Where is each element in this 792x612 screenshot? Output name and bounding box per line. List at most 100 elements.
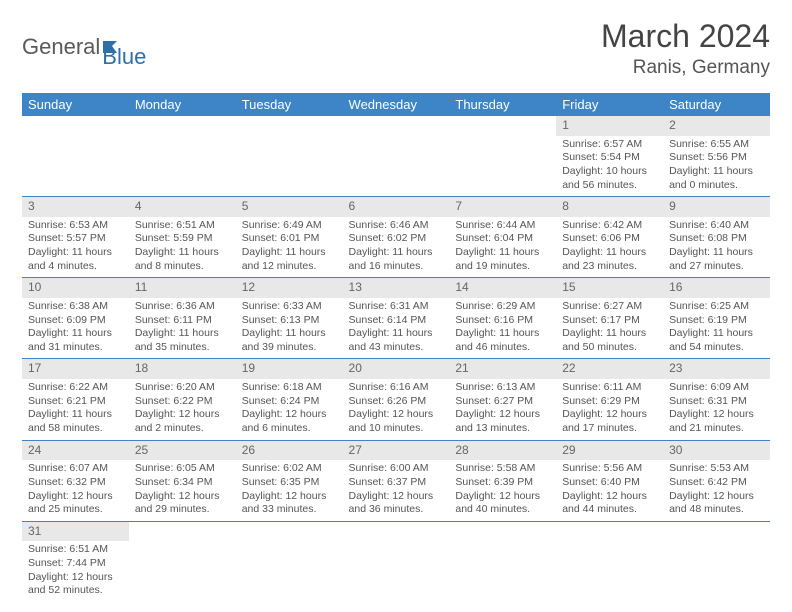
sunrise-text: Sunrise: 6:27 AM bbox=[562, 300, 657, 314]
logo-text-general: General bbox=[22, 34, 100, 60]
daylight-text: and 46 minutes. bbox=[455, 341, 550, 355]
sunrise-text: Sunrise: 5:56 AM bbox=[562, 462, 657, 476]
day-content: Sunrise: 6:20 AMSunset: 6:22 PMDaylight:… bbox=[129, 379, 236, 440]
daylight-text: and 27 minutes. bbox=[669, 260, 764, 274]
day-header-row: Sunday Monday Tuesday Wednesday Thursday… bbox=[22, 93, 770, 116]
calendar-cell: 3Sunrise: 6:53 AMSunset: 5:57 PMDaylight… bbox=[22, 197, 129, 278]
daylight-text: and 25 minutes. bbox=[28, 503, 123, 517]
sunrise-text: Sunrise: 6:02 AM bbox=[242, 462, 337, 476]
calendar-cell: 12Sunrise: 6:33 AMSunset: 6:13 PMDayligh… bbox=[236, 278, 343, 359]
day-content: Sunrise: 6:00 AMSunset: 6:37 PMDaylight:… bbox=[343, 460, 450, 521]
calendar-cell: 2Sunrise: 6:55 AMSunset: 5:56 PMDaylight… bbox=[663, 116, 770, 197]
daylight-text: and 16 minutes. bbox=[349, 260, 444, 274]
daylight-text: Daylight: 11 hours bbox=[669, 246, 764, 260]
day-number: 13 bbox=[343, 278, 450, 298]
day-number: 4 bbox=[129, 197, 236, 217]
sunset-text: Sunset: 6:37 PM bbox=[349, 476, 444, 490]
sunrise-text: Sunrise: 6:49 AM bbox=[242, 219, 337, 233]
day-content: Sunrise: 6:51 AMSunset: 5:59 PMDaylight:… bbox=[129, 217, 236, 278]
calendar-cell: 30Sunrise: 5:53 AMSunset: 6:42 PMDayligh… bbox=[663, 440, 770, 521]
sunrise-text: Sunrise: 6:55 AM bbox=[669, 138, 764, 152]
day-content: Sunrise: 6:51 AMSunset: 7:44 PMDaylight:… bbox=[22, 541, 129, 602]
sunrise-text: Sunrise: 6:13 AM bbox=[455, 381, 550, 395]
day-content: Sunrise: 6:36 AMSunset: 6:11 PMDaylight:… bbox=[129, 298, 236, 359]
sunset-text: Sunset: 5:56 PM bbox=[669, 151, 764, 165]
day-number: 12 bbox=[236, 278, 343, 298]
day-number: 16 bbox=[663, 278, 770, 298]
calendar-cell: 27Sunrise: 6:00 AMSunset: 6:37 PMDayligh… bbox=[343, 440, 450, 521]
day-content: Sunrise: 6:57 AMSunset: 5:54 PMDaylight:… bbox=[556, 136, 663, 197]
sunrise-text: Sunrise: 6:38 AM bbox=[28, 300, 123, 314]
sunset-text: Sunset: 6:17 PM bbox=[562, 314, 657, 328]
calendar-cell bbox=[556, 521, 663, 602]
location: Ranis, Germany bbox=[601, 57, 770, 79]
col-thursday: Thursday bbox=[449, 93, 556, 116]
calendar-cell: 29Sunrise: 5:56 AMSunset: 6:40 PMDayligh… bbox=[556, 440, 663, 521]
daylight-text: Daylight: 11 hours bbox=[349, 327, 444, 341]
daylight-text: Daylight: 11 hours bbox=[562, 327, 657, 341]
day-number: 30 bbox=[663, 441, 770, 461]
daylight-text: Daylight: 11 hours bbox=[669, 327, 764, 341]
calendar-cell: 19Sunrise: 6:18 AMSunset: 6:24 PMDayligh… bbox=[236, 359, 343, 440]
col-tuesday: Tuesday bbox=[236, 93, 343, 116]
calendar-week-row: 24Sunrise: 6:07 AMSunset: 6:32 PMDayligh… bbox=[22, 440, 770, 521]
sunset-text: Sunset: 5:59 PM bbox=[135, 232, 230, 246]
col-saturday: Saturday bbox=[663, 93, 770, 116]
day-number: 31 bbox=[22, 522, 129, 542]
calendar-cell: 11Sunrise: 6:36 AMSunset: 6:11 PMDayligh… bbox=[129, 278, 236, 359]
day-number: 24 bbox=[22, 441, 129, 461]
calendar-cell: 10Sunrise: 6:38 AMSunset: 6:09 PMDayligh… bbox=[22, 278, 129, 359]
day-number: 20 bbox=[343, 359, 450, 379]
calendar-cell bbox=[449, 521, 556, 602]
sunset-text: Sunset: 6:02 PM bbox=[349, 232, 444, 246]
daylight-text: Daylight: 11 hours bbox=[28, 408, 123, 422]
calendar-cell: 8Sunrise: 6:42 AMSunset: 6:06 PMDaylight… bbox=[556, 197, 663, 278]
daylight-text: Daylight: 12 hours bbox=[455, 408, 550, 422]
sunset-text: Sunset: 6:42 PM bbox=[669, 476, 764, 490]
calendar-cell: 26Sunrise: 6:02 AMSunset: 6:35 PMDayligh… bbox=[236, 440, 343, 521]
calendar-cell: 6Sunrise: 6:46 AMSunset: 6:02 PMDaylight… bbox=[343, 197, 450, 278]
daylight-text: and 13 minutes. bbox=[455, 422, 550, 436]
calendar-week-row: 3Sunrise: 6:53 AMSunset: 5:57 PMDaylight… bbox=[22, 197, 770, 278]
calendar-cell: 9Sunrise: 6:40 AMSunset: 6:08 PMDaylight… bbox=[663, 197, 770, 278]
day-number: 29 bbox=[556, 441, 663, 461]
sunset-text: Sunset: 6:27 PM bbox=[455, 395, 550, 409]
day-content: Sunrise: 6:07 AMSunset: 6:32 PMDaylight:… bbox=[22, 460, 129, 521]
calendar-cell: 5Sunrise: 6:49 AMSunset: 6:01 PMDaylight… bbox=[236, 197, 343, 278]
calendar-cell bbox=[236, 116, 343, 197]
sunset-text: Sunset: 6:39 PM bbox=[455, 476, 550, 490]
daylight-text: Daylight: 11 hours bbox=[669, 165, 764, 179]
day-number: 9 bbox=[663, 197, 770, 217]
sunset-text: Sunset: 6:01 PM bbox=[242, 232, 337, 246]
daylight-text: Daylight: 10 hours bbox=[562, 165, 657, 179]
calendar-cell bbox=[343, 521, 450, 602]
calendar-cell: 16Sunrise: 6:25 AMSunset: 6:19 PMDayligh… bbox=[663, 278, 770, 359]
calendar-week-row: 17Sunrise: 6:22 AMSunset: 6:21 PMDayligh… bbox=[22, 359, 770, 440]
day-content: Sunrise: 6:22 AMSunset: 6:21 PMDaylight:… bbox=[22, 379, 129, 440]
daylight-text: and 35 minutes. bbox=[135, 341, 230, 355]
sunset-text: Sunset: 6:26 PM bbox=[349, 395, 444, 409]
daylight-text: Daylight: 12 hours bbox=[242, 490, 337, 504]
col-wednesday: Wednesday bbox=[343, 93, 450, 116]
day-content: Sunrise: 5:58 AMSunset: 6:39 PMDaylight:… bbox=[449, 460, 556, 521]
sunset-text: Sunset: 5:57 PM bbox=[28, 232, 123, 246]
month-title: March 2024 bbox=[601, 18, 770, 55]
daylight-text: Daylight: 12 hours bbox=[669, 408, 764, 422]
day-content: Sunrise: 6:16 AMSunset: 6:26 PMDaylight:… bbox=[343, 379, 450, 440]
daylight-text: Daylight: 12 hours bbox=[135, 490, 230, 504]
daylight-text: and 4 minutes. bbox=[28, 260, 123, 274]
col-monday: Monday bbox=[129, 93, 236, 116]
sunset-text: Sunset: 5:54 PM bbox=[562, 151, 657, 165]
day-number: 8 bbox=[556, 197, 663, 217]
daylight-text: Daylight: 11 hours bbox=[242, 327, 337, 341]
title-block: March 2024 Ranis, Germany bbox=[601, 18, 770, 79]
sunset-text: Sunset: 6:14 PM bbox=[349, 314, 444, 328]
daylight-text: and 17 minutes. bbox=[562, 422, 657, 436]
daylight-text: Daylight: 11 hours bbox=[28, 246, 123, 260]
day-content: Sunrise: 6:11 AMSunset: 6:29 PMDaylight:… bbox=[556, 379, 663, 440]
day-number: 18 bbox=[129, 359, 236, 379]
sunrise-text: Sunrise: 6:31 AM bbox=[349, 300, 444, 314]
calendar-week-row: 31Sunrise: 6:51 AMSunset: 7:44 PMDayligh… bbox=[22, 521, 770, 602]
day-number: 11 bbox=[129, 278, 236, 298]
calendar-cell bbox=[129, 521, 236, 602]
